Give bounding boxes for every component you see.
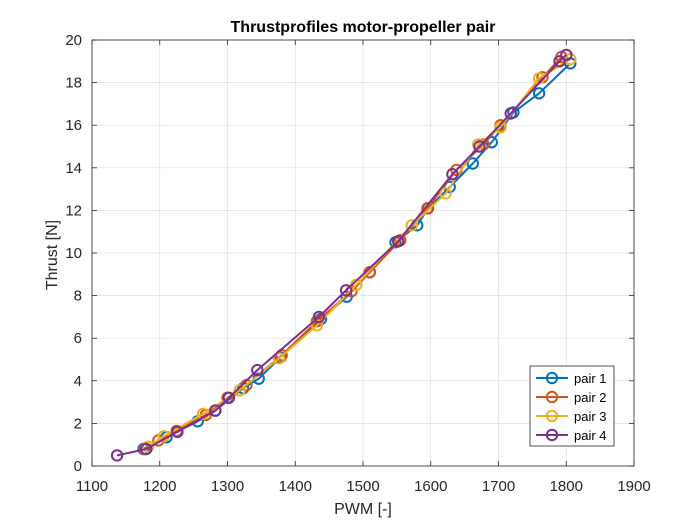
legend-item: pair 3 (536, 409, 607, 424)
data-point (272, 352, 286, 365)
x-tick-labels: 1100 1200 1300 1400 1500 1600 1700 1800 1900 (76, 478, 651, 495)
data-point (473, 140, 486, 153)
x-tick-label: 1700 (482, 478, 515, 495)
data-point (421, 202, 434, 215)
legend-marker (545, 390, 559, 404)
series-layer (110, 48, 577, 462)
legend-label: pair 1 (574, 371, 607, 386)
data-point (310, 319, 324, 332)
chart-title: Thrustprofiles motor-propeller pair (231, 19, 496, 36)
legend-marker (545, 409, 559, 423)
y-tick-label: 16 (65, 117, 82, 134)
y-tick-label: 0 (74, 458, 82, 475)
data-point (251, 363, 264, 377)
data-point (504, 107, 517, 120)
tick-marks (91, 39, 635, 467)
x-tick-label: 1500 (346, 478, 379, 495)
y-tick-label: 20 (65, 32, 82, 49)
legend-label: pair 3 (574, 409, 607, 424)
series-line (116, 54, 567, 457)
y-tick-label: 4 (74, 373, 82, 390)
y-tick-label: 10 (65, 245, 82, 262)
data-point (140, 442, 153, 456)
x-axis-label: PWM [-] (334, 501, 392, 518)
y-tick-labels: 0 2 4 6 8 10 12 14 16 18 20 (65, 32, 82, 475)
legend-label: pair 4 (574, 428, 607, 443)
data-point (233, 384, 246, 397)
y-tick-label: 12 (65, 202, 82, 219)
y-tick-label: 8 (74, 288, 82, 305)
x-tick-label: 1900 (617, 478, 650, 495)
x-tick-label: 1300 (211, 478, 244, 495)
data-point (553, 55, 566, 68)
legend-item: pair 4 (536, 428, 607, 443)
legend-item: pair 1 (536, 371, 607, 386)
y-tick-label: 18 (65, 75, 82, 92)
data-point (209, 404, 222, 417)
data-point (110, 449, 124, 462)
y-tick-label: 2 (74, 415, 82, 432)
data-point (339, 284, 353, 297)
x-tick-label: 1200 (143, 478, 176, 495)
data-point (560, 48, 573, 62)
legend-marker (545, 428, 559, 442)
series-pair-4 (110, 48, 573, 462)
legend-marker (545, 371, 559, 385)
data-point (466, 157, 479, 170)
legend: pair 1 pair 2 pair 3 pair 4 (529, 365, 615, 447)
series-line (147, 58, 571, 448)
x-tick-label: 1800 (550, 478, 583, 495)
legend-label: pair 2 (574, 390, 607, 405)
data-point (142, 440, 155, 453)
data-point (494, 121, 507, 134)
y-tick-label: 6 (74, 330, 82, 347)
series-pair-3 (142, 53, 577, 453)
y-axis-label: Thrust [N] (44, 220, 61, 290)
data-point (392, 235, 405, 248)
data-point (222, 391, 236, 404)
data-point (171, 425, 184, 439)
data-point (312, 310, 326, 324)
data-point (532, 87, 546, 100)
x-tick-label: 1100 (76, 478, 108, 495)
x-tick-label: 1400 (279, 478, 312, 495)
data-point (439, 187, 452, 200)
x-tick-label: 1600 (414, 478, 447, 495)
data-point (446, 168, 459, 181)
legend-box (529, 365, 615, 447)
y-tick-label: 14 (65, 160, 82, 177)
data-point (405, 219, 418, 232)
legend-item: pair 2 (536, 390, 607, 405)
